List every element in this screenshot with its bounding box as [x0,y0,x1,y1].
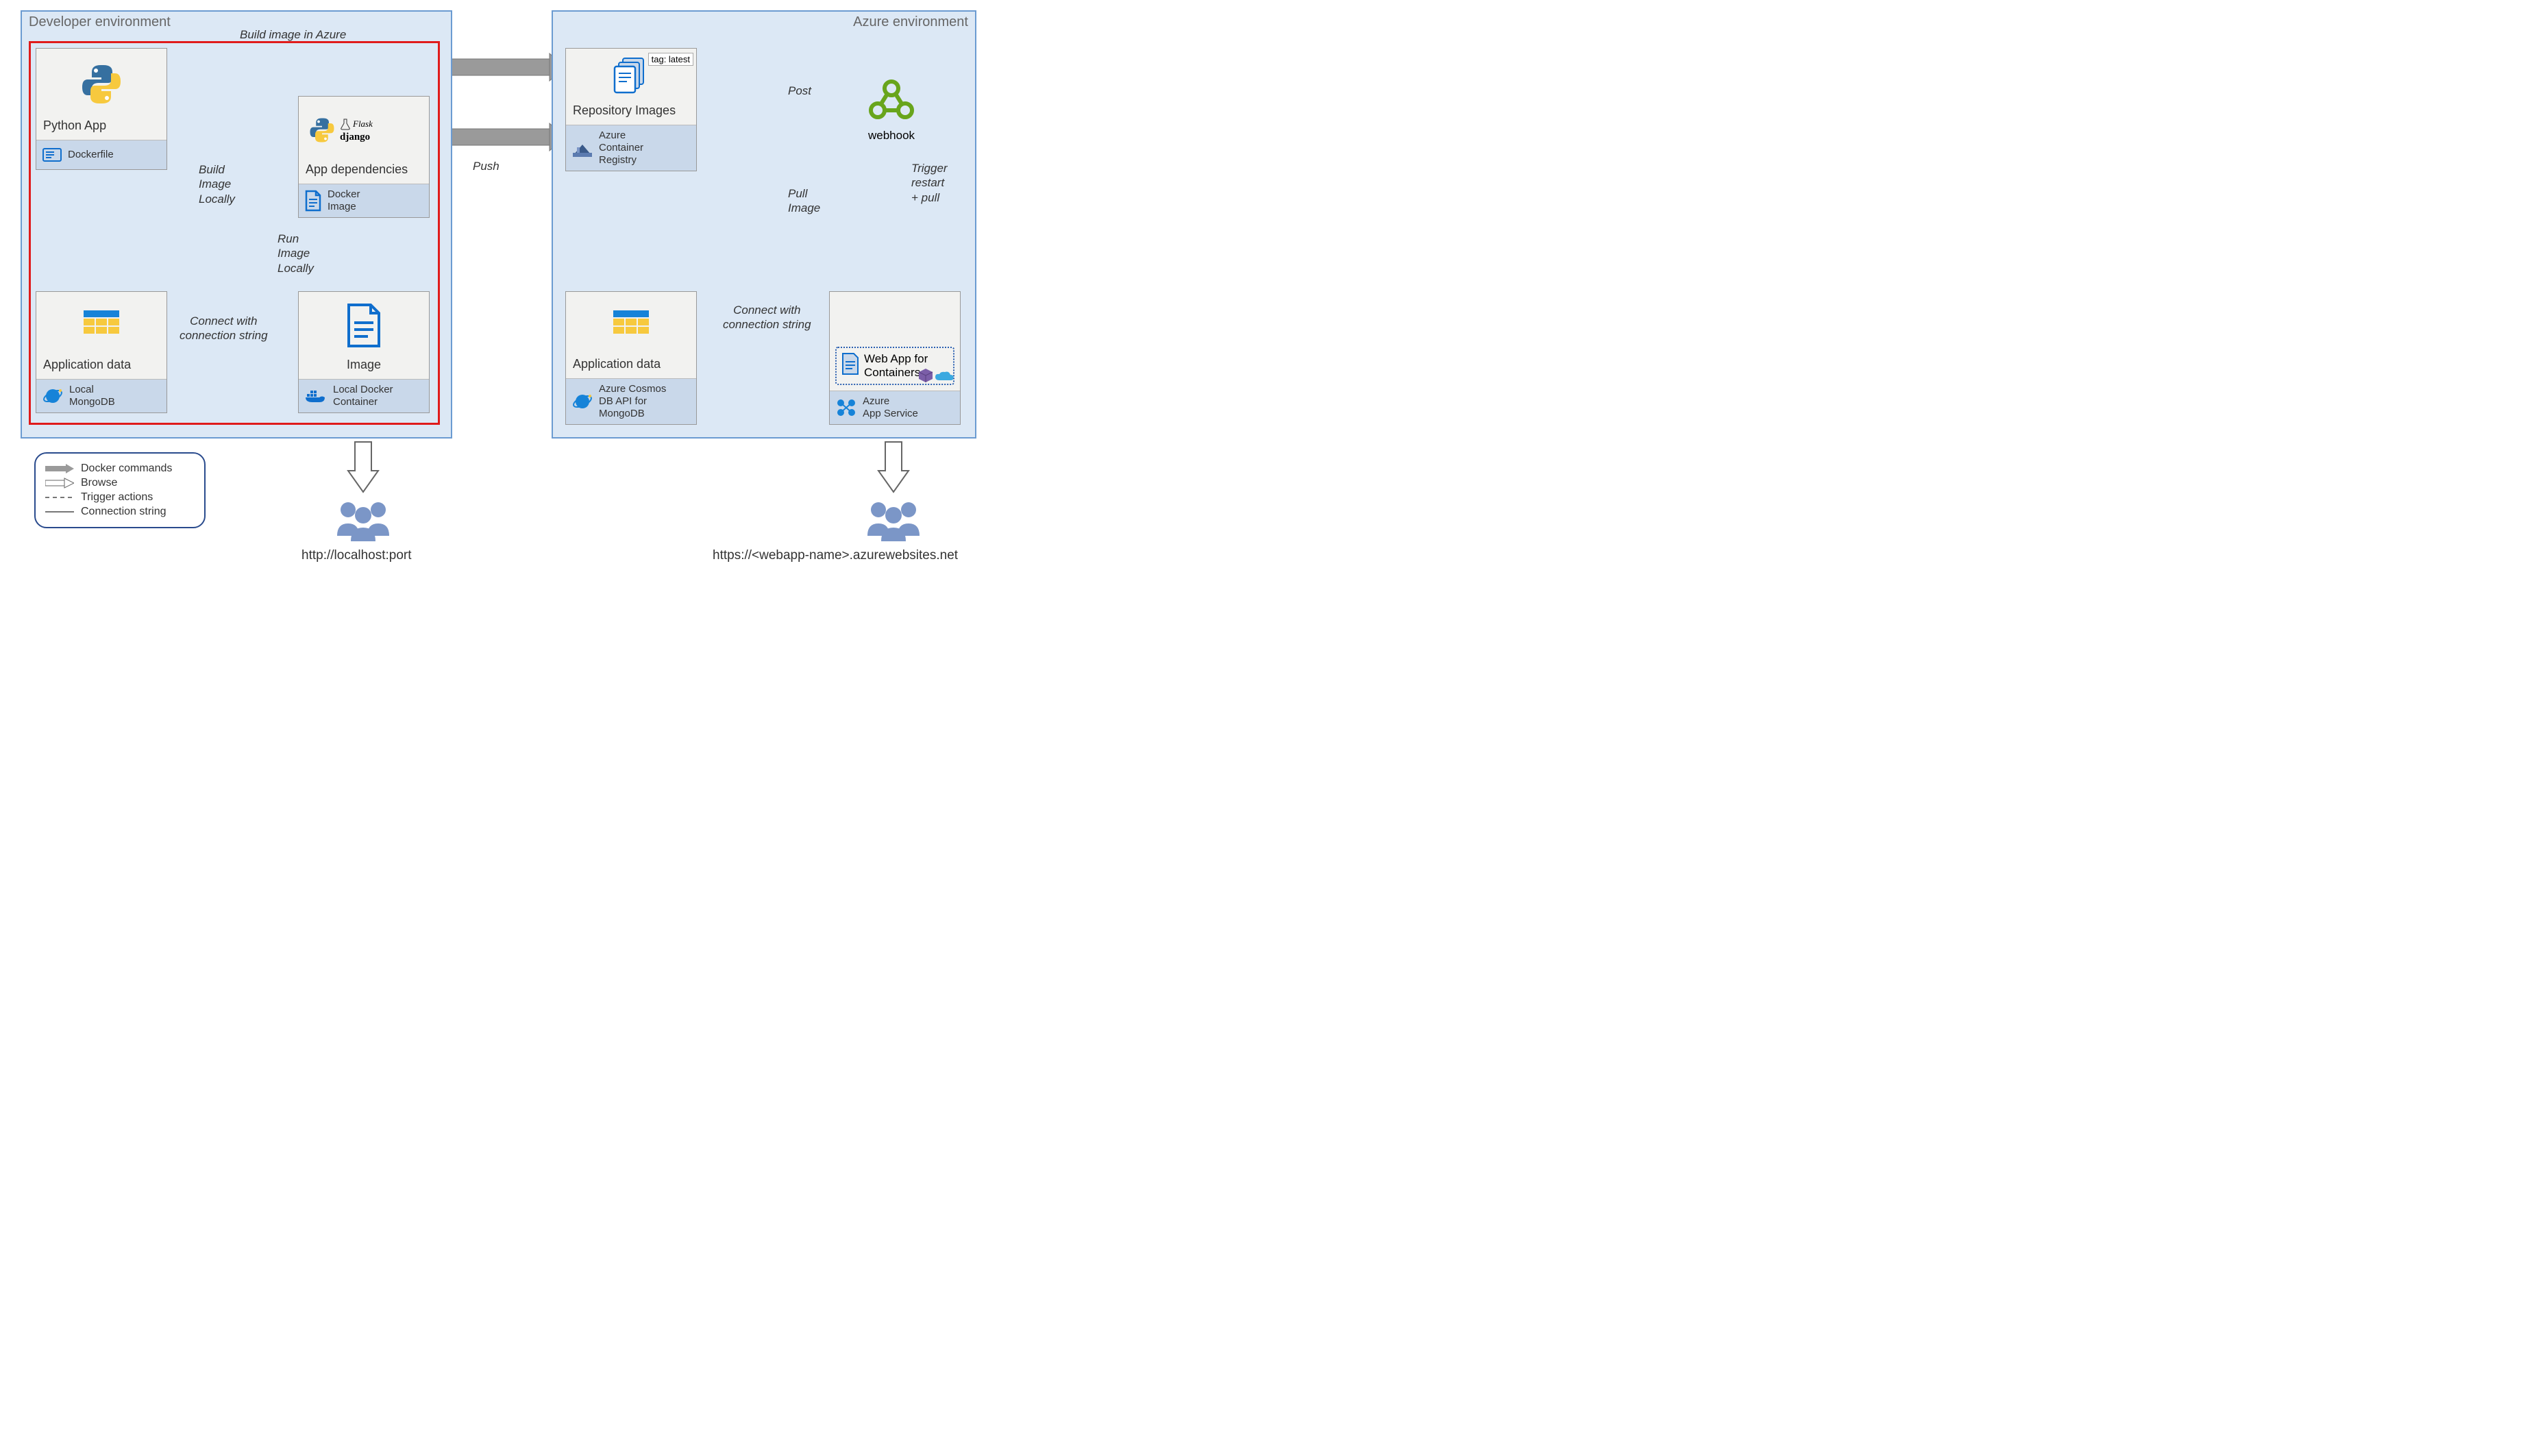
label-post: Post [788,84,811,98]
legend: Docker commands Browse Trigger actions C… [34,452,206,528]
label-conn2: Connect with connection string [723,303,811,332]
label-conn1: Connect with connection string [180,314,268,343]
webapp-file-icon [841,352,860,375]
webhook-node: webhook [867,79,916,143]
people-local-icon [329,495,397,543]
repo-images-card: tag: latest Repository Images Azure Cont… [565,48,697,171]
legend-docker-cmds: Docker commands [45,462,195,475]
app-data-local-card: Application data Local MongoDB [36,291,167,413]
python-app-footer: Dockerfile [68,149,114,161]
python-small-icon [308,116,336,144]
python-app-card: Python App Dockerfile [36,48,167,170]
app-data-local-title: Application data [43,355,160,375]
tag-latest: tag: latest [648,53,693,66]
image-footer: Local Docker Container [333,384,393,408]
python-app-title: Python App [43,116,160,136]
flask-logo: Flask [340,118,373,130]
file-icon [304,190,322,212]
acr-icon [571,138,593,158]
image-card: Image Local Docker Container [298,291,430,413]
app-service-icon [835,397,857,418]
docker-whale-icon [304,387,328,405]
app-data-azure-footer: Azure Cosmos DB API for MongoDB [599,383,666,420]
app-deps-title: App dependencies [306,160,422,180]
app-data-azure-title: Application data [573,354,689,374]
repo-images-title: Repository Images [573,101,689,121]
repo-images-footer: Azure Container Registry [599,129,643,166]
webhook-icon [867,79,916,123]
image-title: Image [347,355,381,375]
url-local: http://localhost:port [301,548,412,563]
legend-browse: Browse [45,477,195,489]
url-azure: https://<webapp-name>.azurewebsites.net [713,548,958,563]
label-push: Push [473,159,500,173]
azure-env-title: Azure environment [853,14,968,30]
webapp-footer: Azure App Service [863,395,918,420]
app-data-local-footer: Local MongoDB [69,384,115,408]
webapp-card: Web App for Containers Azu [829,291,961,425]
table-icon [82,309,121,342]
container-cube-icon [916,367,935,383]
documents-stack-icon [611,55,652,98]
app-deps-card: Flask django App dependencies Docker Ima… [298,96,430,218]
cosmos-icon-2 [571,391,593,412]
arrow-browse-local [348,442,378,492]
legend-conn: Connection string [45,506,195,518]
cosmos-icon [42,385,64,407]
app-data-azure-card: Application data Azure Cosmos DB API for… [565,291,697,425]
django-logo: django [340,132,373,143]
label-trigger: Trigger restart + pull [911,161,948,205]
app-deps-footer: Docker Image [328,188,360,213]
document-icon [345,302,383,349]
legend-trigger: Trigger actions [45,491,195,504]
dockerfile-icon [42,145,62,165]
label-pull: Pull Image [788,186,820,216]
table-icon-2 [612,309,650,342]
arrow-browse-azure [878,442,909,492]
webhook-label: webhook [867,129,916,143]
label-build-azure: Build image in Azure [240,27,346,42]
label-build-local: Build Image Locally [199,162,235,206]
dev-env-title: Developer environment [29,14,171,30]
label-run-local: Run Image Locally [278,232,314,275]
python-icon [79,62,123,106]
cloud-icon [934,371,954,383]
people-azure-icon [859,495,928,543]
